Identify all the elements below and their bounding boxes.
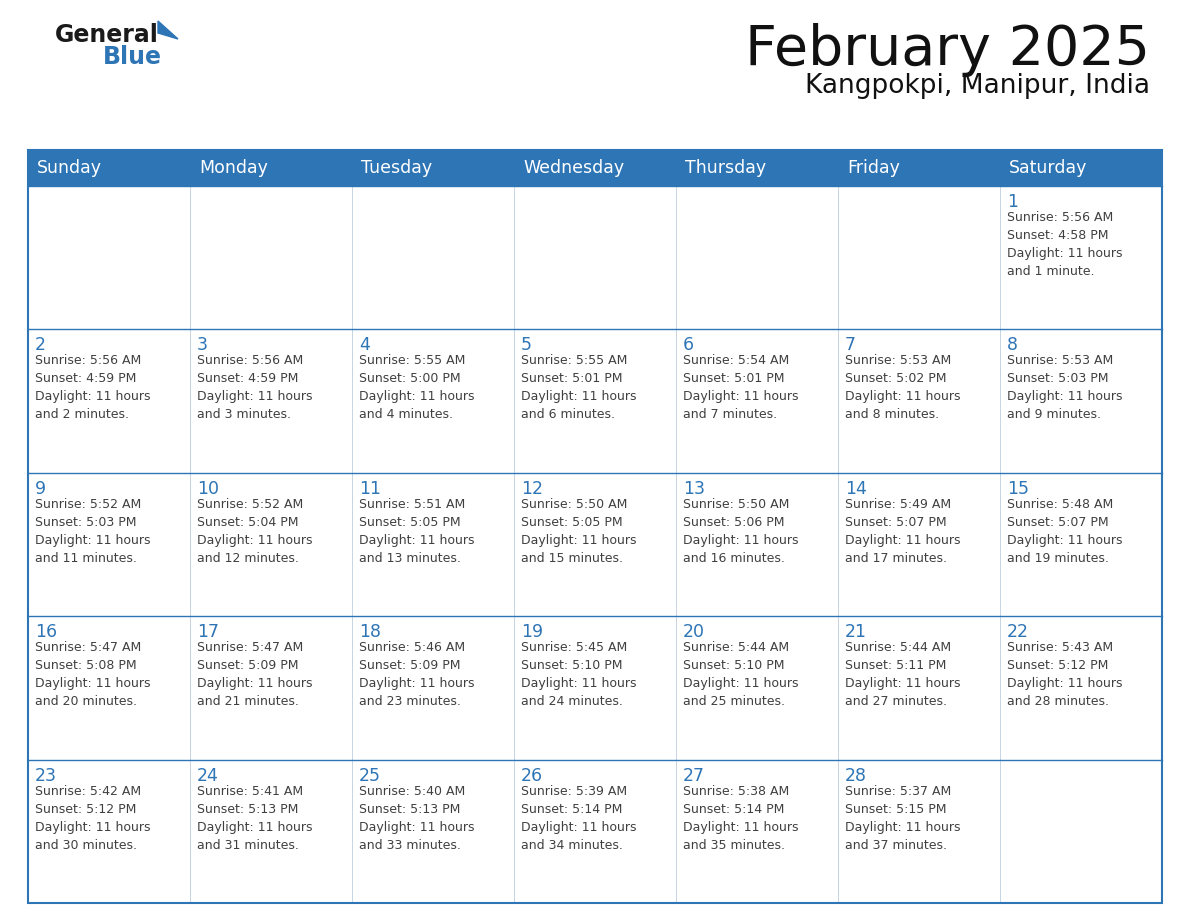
Text: 20: 20 [683,623,704,641]
Text: 6: 6 [683,336,694,354]
Text: 27: 27 [683,767,704,785]
Text: 15: 15 [1007,480,1029,498]
Text: Sunrise: 5:50 AM
Sunset: 5:06 PM
Daylight: 11 hours
and 16 minutes.: Sunrise: 5:50 AM Sunset: 5:06 PM Dayligh… [683,498,798,565]
Bar [29,330,1162,473]
Text: 11: 11 [359,480,381,498]
Text: 23: 23 [34,767,57,785]
Text: Sunrise: 5:42 AM
Sunset: 5:12 PM
Daylight: 11 hours
and 30 minutes.: Sunrise: 5:42 AM Sunset: 5:12 PM Dayligh… [34,785,151,852]
Text: 18: 18 [359,623,381,641]
Text: Sunrise: 5:48 AM
Sunset: 5:07 PM
Daylight: 11 hours
and 19 minutes.: Sunrise: 5:48 AM Sunset: 5:07 PM Dayligh… [1007,498,1123,565]
Text: Sunrise: 5:47 AM
Sunset: 5:09 PM
Daylight: 11 hours
and 21 minutes.: Sunrise: 5:47 AM Sunset: 5:09 PM Dayligh… [197,641,312,708]
Text: Sunrise: 5:45 AM
Sunset: 5:10 PM
Daylight: 11 hours
and 24 minutes.: Sunrise: 5:45 AM Sunset: 5:10 PM Dayligh… [522,641,637,708]
Text: Sunrise: 5:49 AM
Sunset: 5:07 PM
Daylight: 11 hours
and 17 minutes.: Sunrise: 5:49 AM Sunset: 5:07 PM Dayligh… [845,498,961,565]
Text: 3: 3 [197,336,208,354]
Polygon shape [158,21,178,39]
Text: Friday: Friday [847,159,899,177]
Text: General: General [55,23,159,47]
Text: Sunrise: 5:56 AM
Sunset: 4:59 PM
Daylight: 11 hours
and 3 minutes.: Sunrise: 5:56 AM Sunset: 4:59 PM Dayligh… [197,354,312,421]
Text: Sunrise: 5:46 AM
Sunset: 5:09 PM
Daylight: 11 hours
and 23 minutes.: Sunrise: 5:46 AM Sunset: 5:09 PM Dayligh… [359,641,474,708]
Bar [29,616,1162,759]
Text: Sunrise: 5:54 AM
Sunset: 5:01 PM
Daylight: 11 hours
and 7 minutes.: Sunrise: 5:54 AM Sunset: 5:01 PM Dayligh… [683,354,798,421]
Text: Sunrise: 5:38 AM
Sunset: 5:14 PM
Daylight: 11 hours
and 35 minutes.: Sunrise: 5:38 AM Sunset: 5:14 PM Dayligh… [683,785,798,852]
Text: 4: 4 [359,336,369,354]
Text: Sunrise: 5:51 AM
Sunset: 5:05 PM
Daylight: 11 hours
and 13 minutes.: Sunrise: 5:51 AM Sunset: 5:05 PM Dayligh… [359,498,474,565]
Text: Sunrise: 5:37 AM
Sunset: 5:15 PM
Daylight: 11 hours
and 37 minutes.: Sunrise: 5:37 AM Sunset: 5:15 PM Dayligh… [845,785,961,852]
Text: Sunrise: 5:55 AM
Sunset: 5:01 PM
Daylight: 11 hours
and 6 minutes.: Sunrise: 5:55 AM Sunset: 5:01 PM Dayligh… [522,354,637,421]
Text: Blue: Blue [103,45,162,69]
Bar [29,150,1162,903]
Bar [29,150,1162,186]
Text: Sunrise: 5:50 AM
Sunset: 5:05 PM
Daylight: 11 hours
and 15 minutes.: Sunrise: 5:50 AM Sunset: 5:05 PM Dayligh… [522,498,637,565]
Text: 12: 12 [522,480,543,498]
Text: 7: 7 [845,336,857,354]
Bar [29,759,1162,903]
Text: Sunrise: 5:53 AM
Sunset: 5:02 PM
Daylight: 11 hours
and 8 minutes.: Sunrise: 5:53 AM Sunset: 5:02 PM Dayligh… [845,354,961,421]
Text: Sunrise: 5:55 AM
Sunset: 5:00 PM
Daylight: 11 hours
and 4 minutes.: Sunrise: 5:55 AM Sunset: 5:00 PM Dayligh… [359,354,474,421]
Text: Sunrise: 5:52 AM
Sunset: 5:04 PM
Daylight: 11 hours
and 12 minutes.: Sunrise: 5:52 AM Sunset: 5:04 PM Dayligh… [197,498,312,565]
Text: Sunrise: 5:56 AM
Sunset: 4:59 PM
Daylight: 11 hours
and 2 minutes.: Sunrise: 5:56 AM Sunset: 4:59 PM Dayligh… [34,354,151,421]
Text: Saturday: Saturday [1009,159,1087,177]
Text: Sunrise: 5:44 AM
Sunset: 5:10 PM
Daylight: 11 hours
and 25 minutes.: Sunrise: 5:44 AM Sunset: 5:10 PM Dayligh… [683,641,798,708]
Text: 21: 21 [845,623,867,641]
Text: Tuesday: Tuesday [361,159,432,177]
Text: 17: 17 [197,623,219,641]
Text: 5: 5 [522,336,532,354]
Text: Sunrise: 5:47 AM
Sunset: 5:08 PM
Daylight: 11 hours
and 20 minutes.: Sunrise: 5:47 AM Sunset: 5:08 PM Dayligh… [34,641,151,708]
Text: Sunrise: 5:43 AM
Sunset: 5:12 PM
Daylight: 11 hours
and 28 minutes.: Sunrise: 5:43 AM Sunset: 5:12 PM Dayligh… [1007,641,1123,708]
Bar [29,473,1162,616]
Text: 1: 1 [1007,193,1018,211]
Text: Sunday: Sunday [37,159,102,177]
Text: Sunrise: 5:39 AM
Sunset: 5:14 PM
Daylight: 11 hours
and 34 minutes.: Sunrise: 5:39 AM Sunset: 5:14 PM Dayligh… [522,785,637,852]
Text: Thursday: Thursday [685,159,766,177]
Bar [29,186,1162,330]
Text: 14: 14 [845,480,867,498]
Text: February 2025: February 2025 [745,23,1150,77]
Text: 10: 10 [197,480,219,498]
Text: 22: 22 [1007,623,1029,641]
Text: 28: 28 [845,767,867,785]
Text: 24: 24 [197,767,219,785]
Text: 25: 25 [359,767,381,785]
Text: 2: 2 [34,336,46,354]
Text: 13: 13 [683,480,704,498]
Text: 16: 16 [34,623,57,641]
Text: 8: 8 [1007,336,1018,354]
Text: Monday: Monday [200,159,267,177]
Text: Sunrise: 5:40 AM
Sunset: 5:13 PM
Daylight: 11 hours
and 33 minutes.: Sunrise: 5:40 AM Sunset: 5:13 PM Dayligh… [359,785,474,852]
Text: Sunrise: 5:44 AM
Sunset: 5:11 PM
Daylight: 11 hours
and 27 minutes.: Sunrise: 5:44 AM Sunset: 5:11 PM Dayligh… [845,641,961,708]
Text: Sunrise: 5:41 AM
Sunset: 5:13 PM
Daylight: 11 hours
and 31 minutes.: Sunrise: 5:41 AM Sunset: 5:13 PM Dayligh… [197,785,312,852]
Text: Wednesday: Wednesday [523,159,624,177]
Text: Kangpokpi, Manipur, India: Kangpokpi, Manipur, India [805,73,1150,99]
Text: 26: 26 [522,767,543,785]
Text: Sunrise: 5:52 AM
Sunset: 5:03 PM
Daylight: 11 hours
and 11 minutes.: Sunrise: 5:52 AM Sunset: 5:03 PM Dayligh… [34,498,151,565]
Text: Sunrise: 5:53 AM
Sunset: 5:03 PM
Daylight: 11 hours
and 9 minutes.: Sunrise: 5:53 AM Sunset: 5:03 PM Dayligh… [1007,354,1123,421]
Text: 19: 19 [522,623,543,641]
Text: Sunrise: 5:56 AM
Sunset: 4:58 PM
Daylight: 11 hours
and 1 minute.: Sunrise: 5:56 AM Sunset: 4:58 PM Dayligh… [1007,211,1123,278]
Text: 9: 9 [34,480,46,498]
